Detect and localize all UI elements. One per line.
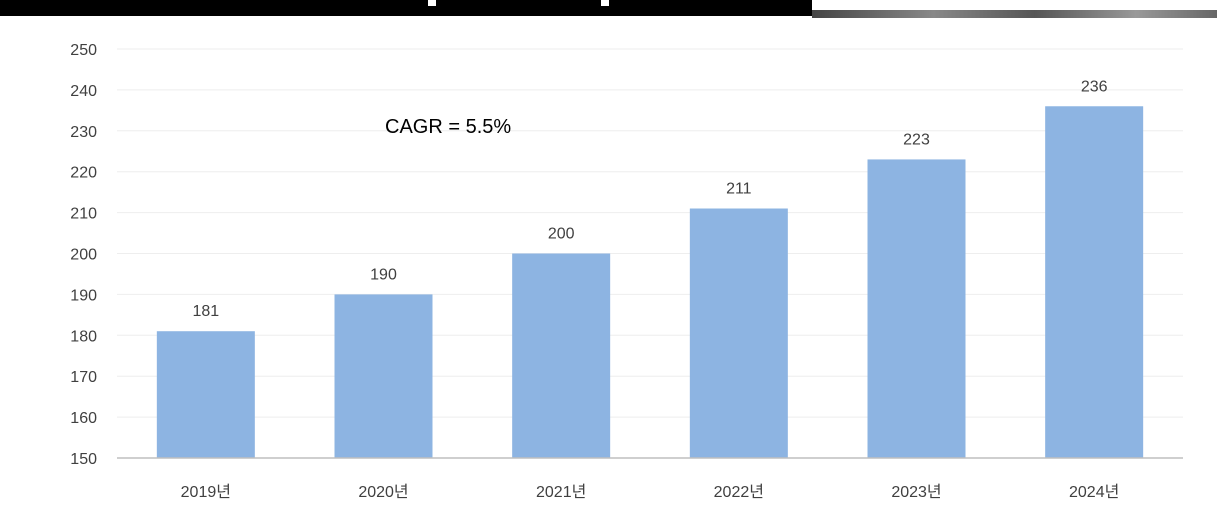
bar-2024년 xyxy=(1045,106,1144,458)
header-bar xyxy=(0,0,1217,18)
x-tick-label: 2020년 xyxy=(358,483,408,501)
x-tick-label: 2024년 xyxy=(1069,483,1119,501)
x-tick-label: 2021년 xyxy=(536,483,586,501)
x-tick-label: 2023년 xyxy=(891,483,941,501)
header-bar-notch xyxy=(601,0,609,6)
bar-2022년 xyxy=(689,208,788,458)
y-tick-label: 160 xyxy=(70,410,97,427)
y-tick-label: 230 xyxy=(70,124,97,141)
data-label: 223 xyxy=(903,131,930,148)
bar-2023년 xyxy=(867,159,966,458)
y-tick-label: 200 xyxy=(70,247,97,264)
x-tick-label: 2019년 xyxy=(181,483,231,501)
data-label: 200 xyxy=(548,226,575,243)
y-tick-label: 150 xyxy=(70,451,97,468)
header-bar-black xyxy=(0,0,812,16)
bar-2019년 xyxy=(156,331,255,458)
data-label: 181 xyxy=(192,303,219,320)
header-bar-notch xyxy=(428,0,436,6)
x-axis: 2019년 2020년 2021년 2022년 2023년 2024년 xyxy=(117,457,1183,501)
data-label: 211 xyxy=(726,181,752,198)
bars xyxy=(156,106,1144,458)
x-tick-label: 2022년 xyxy=(714,483,764,501)
bar-2021년 xyxy=(512,253,611,458)
data-label: 190 xyxy=(370,266,397,283)
y-axis: 150 160 170 180 190 200 210 220 230 240 250 xyxy=(70,42,97,468)
y-tick-label: 170 xyxy=(70,369,97,386)
bar-2020년 xyxy=(334,294,433,458)
y-tick-label: 210 xyxy=(70,206,97,223)
y-tick-label: 220 xyxy=(70,165,97,182)
y-tick-label: 190 xyxy=(70,287,97,304)
header-bar-gradient xyxy=(812,10,1217,18)
y-tick-label: 240 xyxy=(70,83,97,100)
cagr-annotation: CAGR = 5.5% xyxy=(385,116,511,138)
y-tick-label: 180 xyxy=(70,328,97,345)
y-tick-label: 250 xyxy=(70,42,97,59)
data-label: 236 xyxy=(1081,78,1108,95)
gridlines xyxy=(117,48,1183,418)
data-labels: 181 190 200 211 223 236 xyxy=(192,78,1107,320)
